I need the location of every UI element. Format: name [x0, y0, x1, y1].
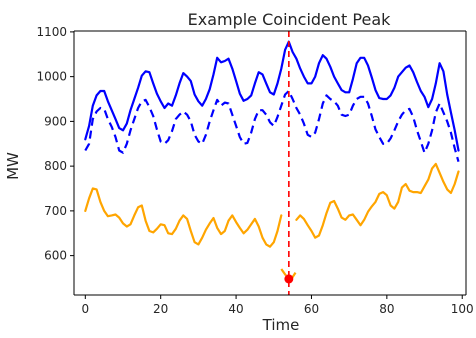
- y-tick-label: 700: [44, 204, 67, 218]
- series-line-3: [280, 268, 298, 280]
- x-tick-label: 100: [451, 302, 474, 316]
- x-tick-label: 80: [379, 302, 394, 316]
- series-line-0: [84, 40, 460, 152]
- y-axis-label: MW: [4, 152, 22, 180]
- y-tick-label: 600: [44, 249, 67, 263]
- plot-series: [84, 40, 460, 280]
- series-line-1: [84, 89, 460, 162]
- x-tick-label: 0: [81, 302, 89, 316]
- y-tick-label: 800: [44, 159, 67, 173]
- y-tick-label: 1100: [36, 25, 67, 39]
- series-line-4: [295, 162, 460, 239]
- x-tick-label: 60: [304, 302, 319, 316]
- x-tick-label: 20: [153, 302, 168, 316]
- y-tick-label: 1000: [36, 70, 67, 84]
- x-tick-label: 40: [228, 302, 243, 316]
- axes: 0 20 40 60 80 100 600 700 800 900 1000 1100: [36, 25, 473, 316]
- y-tick-label: 900: [44, 114, 67, 128]
- peak-marker: [284, 274, 294, 284]
- x-axis-label: Time: [262, 316, 300, 334]
- series-line-2: [84, 187, 283, 248]
- chart-title: Example Coincident Peak: [188, 10, 392, 29]
